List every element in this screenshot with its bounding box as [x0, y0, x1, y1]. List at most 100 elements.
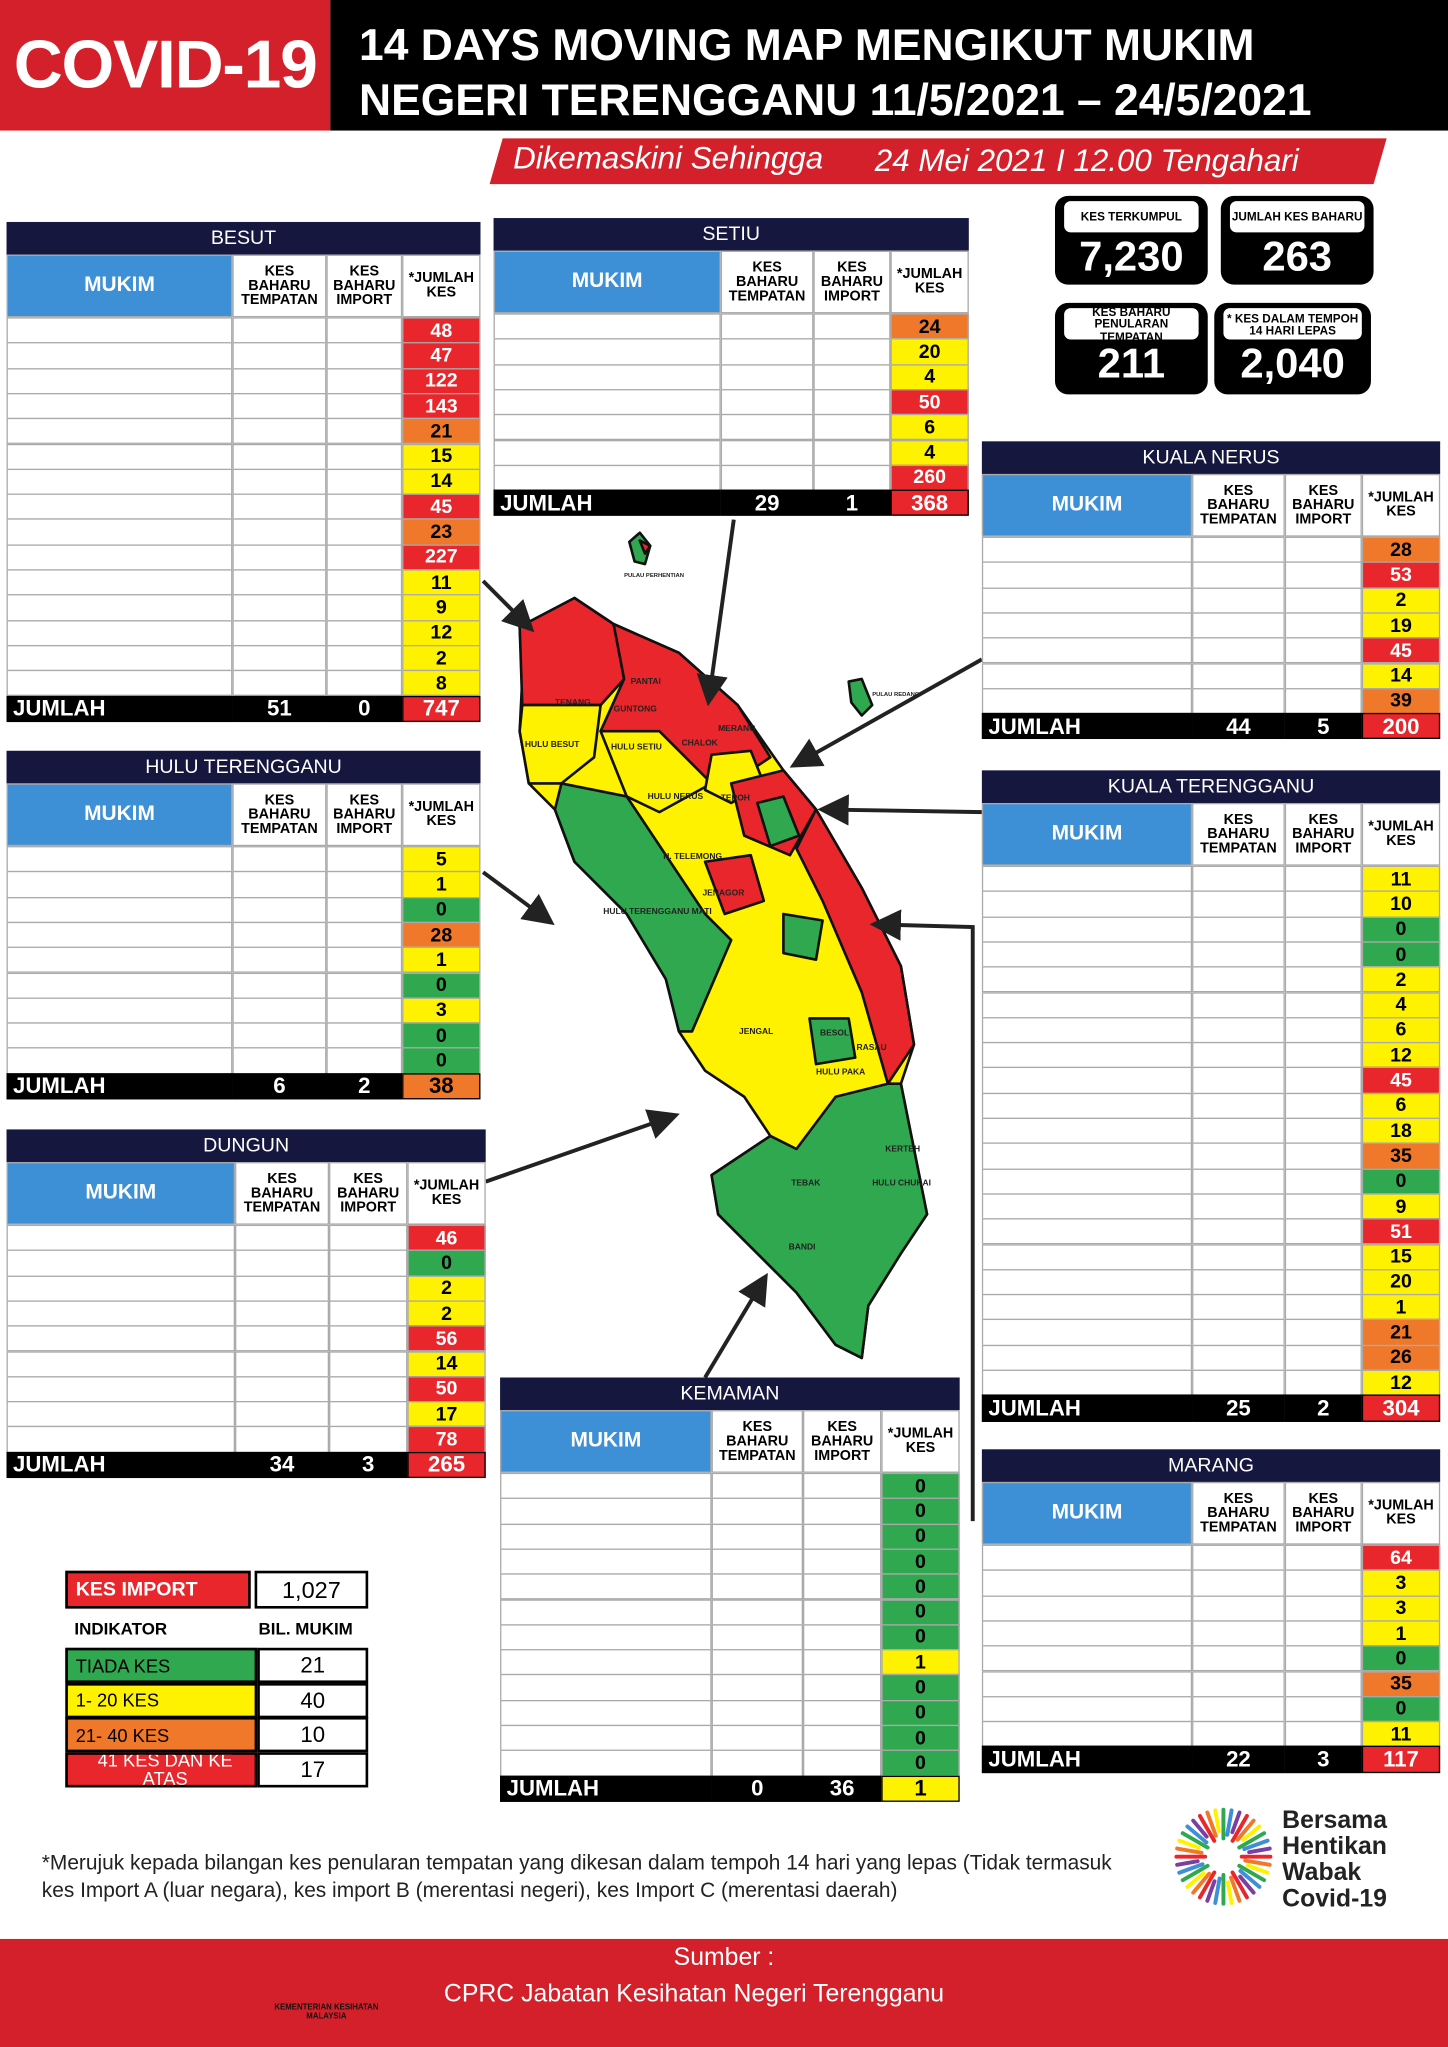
column-header: KES BAHARU IMPORT: [326, 783, 403, 847]
mukim-name: Kuala Telemong: [6, 946, 233, 974]
case-count: 1: [1284, 890, 1362, 918]
footnote: kes Import A (luar negara), kes import B…: [41, 1880, 898, 1903]
case-count: 6: [232, 342, 327, 369]
total-count: 44: [1192, 713, 1285, 740]
case-count: [1284, 1695, 1362, 1723]
mukim-name: Kepong: [981, 1369, 1193, 1397]
map-label: RASAU: [857, 1042, 887, 1052]
total-count: 200: [1361, 713, 1441, 740]
case-count: [1192, 1695, 1285, 1723]
case-count: 6: [890, 414, 969, 441]
case-count: 1: [326, 997, 403, 1024]
case-count: 10: [1192, 637, 1285, 664]
case-count: [1284, 587, 1362, 614]
case-count: [326, 619, 403, 647]
arrow: [789, 657, 983, 768]
case-count: [1284, 612, 1362, 639]
case-count: 4: [1361, 991, 1441, 1019]
table-title: BESUT: [6, 221, 481, 255]
case-count: [1284, 1645, 1362, 1672]
case-count: [711, 1472, 803, 1500]
mukim-name: Tembila: [6, 619, 233, 647]
case-count: 10: [1192, 1670, 1285, 1698]
case-count: [802, 1573, 882, 1601]
stat-tab: [1223, 308, 1362, 340]
case-count: [326, 896, 403, 923]
mukim-name: Kubang Parit: [981, 1319, 1193, 1346]
mukim-name: Chalok: [493, 388, 721, 416]
case-count: 2: [1192, 1569, 1285, 1597]
column-header: *JUMLAH KES: [890, 250, 969, 314]
case-count: [1284, 561, 1362, 589]
total-label: JUMLAH: [500, 1775, 712, 1802]
map-label: BANDI: [789, 1242, 816, 1252]
case-count: 45: [1361, 1067, 1441, 1094]
column-header: MUKIM: [493, 250, 721, 314]
title-line: 14 DAYS MOVING MAP MENGIKUT MUKIM: [359, 20, 1255, 71]
mukim-name: Tersat: [6, 1022, 233, 1049]
case-count: [720, 313, 814, 340]
case-count: 1: [1284, 1721, 1362, 1748]
mukim-name: Hulu Besut: [6, 670, 233, 697]
case-count: 1: [1284, 1569, 1362, 1597]
map-region: [518, 596, 626, 707]
case-count: [326, 1047, 403, 1075]
mukim-name: Hulu Nerus: [493, 414, 721, 441]
case-count: [1284, 1067, 1362, 1094]
mukim-name: Hulu Berang: [6, 846, 233, 873]
total-count: 34: [235, 1451, 330, 1479]
column-header: *JUMLAH KES: [1361, 802, 1441, 866]
case-count: [1284, 966, 1362, 993]
mukim-name: Teluk Kalong: [500, 1598, 712, 1626]
case-count: 5: [235, 1325, 330, 1353]
case-count: 46: [407, 1224, 486, 1252]
total-count: 5: [1284, 713, 1362, 740]
case-count: [232, 997, 327, 1024]
case-count: [232, 670, 327, 697]
case-count: [802, 1749, 882, 1777]
case-count: 143: [402, 392, 481, 420]
table-title: MARANG: [981, 1449, 1441, 1482]
case-count: [1192, 991, 1285, 1019]
case-count: 0: [881, 1598, 960, 1626]
case-count: 1: [1361, 1620, 1441, 1647]
case-count: 1: [402, 871, 481, 898]
column-header: *JUMLAH KES: [402, 783, 481, 847]
mukim-name: Bukit Besar: [981, 1067, 1193, 1094]
logo-ray: [1175, 1859, 1200, 1867]
case-count: [1284, 1544, 1362, 1572]
total-label: JUMLAH: [981, 713, 1193, 740]
case-count: [329, 1275, 408, 1302]
mukim-name: Batu Buruk: [981, 966, 1193, 993]
case-count: 4: [1192, 1319, 1285, 1346]
case-count: 51: [1361, 1218, 1441, 1245]
case-count: [1284, 1243, 1362, 1271]
case-count: 0: [402, 1047, 481, 1075]
case-count: 20: [890, 338, 969, 366]
case-count: 12: [1361, 1369, 1441, 1397]
mukim-name: Pantai: [493, 313, 721, 340]
case-count: 17: [407, 1401, 486, 1428]
case-count: [326, 972, 403, 999]
logo-ray: [1191, 1871, 1212, 1895]
mukim-name: Hulu Paka: [6, 1401, 236, 1428]
case-count: [326, 493, 403, 521]
column-header: KES BAHARU TEMPATAN: [235, 1162, 330, 1225]
total-count: 3: [329, 1451, 408, 1479]
stat-tab: [1229, 201, 1365, 233]
logo-ray: [1191, 1818, 1209, 1839]
case-count: 1: [329, 1325, 408, 1353]
stat-tab: [1064, 308, 1199, 340]
logo-ray: [1213, 1808, 1221, 1833]
mukim-name: Kerandang: [6, 443, 233, 470]
case-count: 56: [407, 1325, 486, 1353]
case-count: 4: [232, 569, 327, 596]
import-label: KES IMPORT: [65, 1570, 251, 1609]
case-count: 0: [881, 1674, 960, 1701]
case-count: 47: [402, 342, 481, 369]
logo-ray: [1177, 1862, 1205, 1875]
logo-ray: [1175, 1846, 1204, 1855]
case-count: [802, 1523, 882, 1550]
case-count: [711, 1699, 803, 1727]
case-count: [1284, 1620, 1362, 1647]
